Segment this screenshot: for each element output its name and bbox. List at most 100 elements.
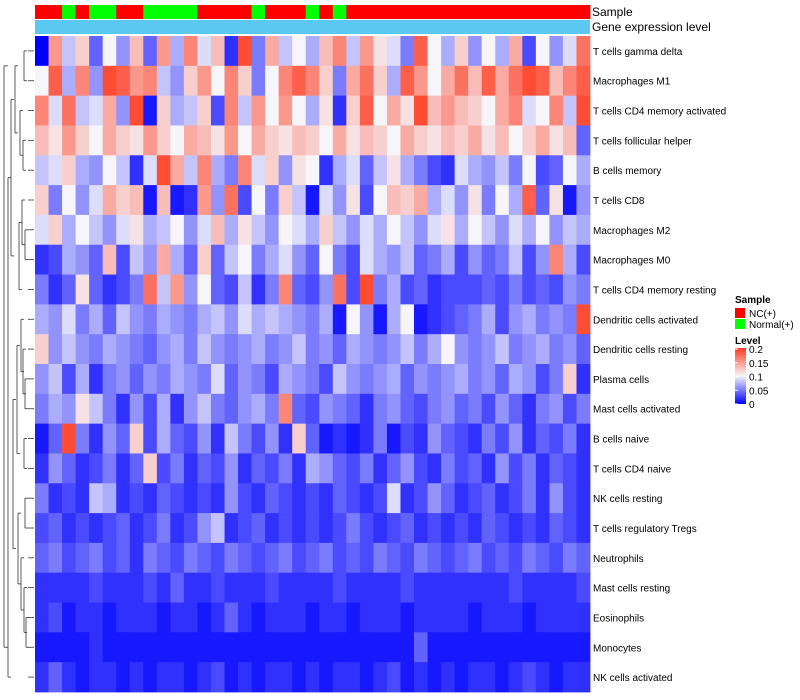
heatmap-cell (373, 214, 388, 246)
heatmap-cell (508, 453, 523, 484)
heatmap-cell (535, 632, 550, 663)
heatmap-cell (562, 483, 577, 514)
heatmap-cell (278, 483, 293, 514)
heatmap-cell (522, 542, 537, 574)
heatmap-cell (224, 364, 239, 395)
heatmap-cell (251, 304, 266, 335)
level-tick-label: 0.05 (749, 386, 769, 397)
heatmap-cell (508, 155, 523, 186)
heatmap-cell (48, 602, 63, 633)
sample-annotation-cell (183, 5, 198, 19)
heatmap-cell (346, 542, 361, 574)
heatmap-cell (251, 274, 266, 305)
heatmap-cell (48, 65, 63, 97)
heatmap-cell (427, 662, 442, 693)
heatmap-cell (454, 662, 469, 693)
heatmap-cell (576, 244, 591, 275)
heatmap-cell (156, 393, 171, 425)
heatmap-cell (183, 572, 198, 603)
row-label: Eosinophils (593, 613, 644, 624)
heatmap-cell (562, 95, 577, 126)
heatmap-cell (129, 36, 144, 67)
heatmap-cell (170, 423, 185, 454)
heatmap-cell (549, 304, 564, 335)
heatmap-cell (210, 662, 225, 693)
row-label: T cells CD8 (593, 196, 645, 207)
heatmap-cell (400, 185, 415, 216)
heatmap-cell (427, 304, 442, 335)
heatmap-cell (35, 125, 49, 156)
heatmap-cell (170, 274, 185, 305)
heatmap-cell (35, 513, 49, 544)
heatmap-cell (224, 453, 239, 484)
sample-annotation-cell (143, 5, 158, 19)
heatmap-cell (319, 632, 334, 663)
heatmap-cell (576, 155, 591, 186)
heatmap-cell (35, 542, 49, 574)
heatmap-cell (210, 274, 225, 305)
heatmap-cell (508, 632, 523, 663)
heatmap-cell (292, 274, 307, 305)
heatmap-cell (210, 36, 225, 67)
heatmap-cell (522, 632, 537, 663)
sample-annotation-cell (62, 5, 77, 19)
heatmap-cell (441, 393, 456, 425)
heatmap-cell (183, 214, 198, 246)
heatmap-cell (292, 393, 307, 425)
heatmap-cell (265, 423, 280, 454)
heatmap-cell (251, 36, 266, 67)
legend-normal-swatch (735, 319, 745, 329)
heatmap-cell (143, 542, 158, 574)
heatmap-cell (278, 334, 293, 365)
heatmap-cell (251, 662, 266, 693)
heatmap-cell (346, 244, 361, 275)
heatmap-cell (35, 453, 49, 484)
heatmap-cell (495, 393, 510, 425)
heatmap-cell (400, 304, 415, 335)
heatmap-cell (265, 632, 280, 663)
heatmap-cell (414, 513, 428, 544)
heatmap-cell (278, 364, 293, 395)
heatmap-cell (468, 95, 483, 126)
row-label: Dendritic cells resting (593, 345, 688, 356)
heatmap-cell (251, 125, 266, 156)
heatmap-cell (481, 513, 496, 544)
heatmap-cell (522, 572, 537, 603)
heatmap-cell (359, 334, 374, 365)
heatmap-cell (441, 214, 456, 246)
heatmap-cell (156, 125, 171, 156)
heatmap-cell (522, 185, 537, 216)
heatmap-cell (373, 36, 388, 67)
heatmap-cell (332, 632, 347, 663)
row-label: T cells CD4 naive (593, 464, 672, 475)
heatmap-cell (75, 244, 90, 275)
heatmap-cell (468, 155, 483, 186)
heatmap-cell (116, 364, 131, 395)
heatmap-cell (116, 632, 131, 663)
heatmap-cell (116, 393, 131, 425)
heatmap-cell (183, 274, 198, 305)
heatmap-cell (562, 513, 577, 544)
heatmap-cell (386, 36, 401, 67)
heatmap-cell (562, 304, 577, 335)
heatmap-cell (535, 36, 550, 67)
heatmap-cell (400, 453, 415, 484)
heatmap-cell (48, 125, 63, 156)
heatmap-cell (400, 95, 415, 126)
heatmap-cell (143, 214, 158, 246)
heatmap-cell (183, 542, 198, 574)
heatmap-cell (75, 513, 90, 544)
heatmap-cell (251, 453, 266, 484)
heatmap-cell (129, 185, 144, 216)
heatmap-cell (143, 364, 158, 395)
heatmap-cell (535, 65, 550, 97)
heatmap-cell (454, 36, 469, 67)
heatmap-cell (508, 125, 523, 156)
heatmap-cell (522, 36, 537, 67)
heatmap-cell (332, 393, 347, 425)
heatmap-cell (562, 244, 577, 275)
heatmap-cell (549, 214, 564, 246)
heatmap-cell (102, 244, 117, 275)
heatmap-cell (102, 662, 117, 693)
heatmap-cell (386, 602, 401, 633)
